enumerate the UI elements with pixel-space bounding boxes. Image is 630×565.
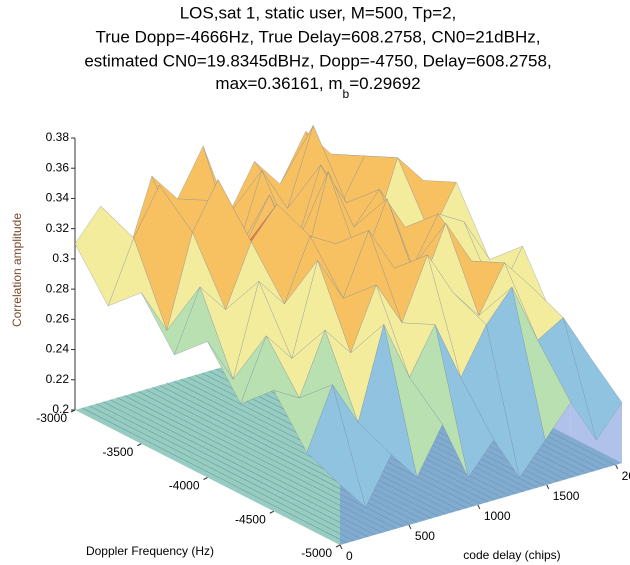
z-tick-label: 0.22: [46, 372, 70, 386]
floor-line: [110, 399, 376, 536]
z-tick-label: 0.24: [46, 342, 70, 356]
y-tick-label: -5000: [301, 546, 332, 560]
y-axis-label: Doppler Frequency (Hz): [86, 544, 214, 558]
z-tick-label: 0.36: [46, 160, 70, 174]
z-tick-label: 0.28: [46, 281, 70, 295]
title-sub: b: [343, 87, 350, 101]
surface-skirt: [391, 454, 417, 531]
title-line: estimated CN0=19.8345dBHz, Dopp=-4750, D…: [84, 51, 551, 70]
floor-line: [103, 401, 369, 538]
floor-line: [96, 403, 362, 540]
title-line: LOS,sat 1, static user, M=500, Tp=2,: [180, 3, 457, 22]
x-tick-label: 1000: [484, 509, 511, 523]
x-tick: [477, 504, 481, 510]
y-tick-label: -4500: [235, 512, 266, 526]
y-tick: [137, 443, 142, 447]
z-tick-label: 0.26: [46, 312, 70, 326]
surface-skirt: [519, 440, 546, 493]
x-tick: [615, 464, 619, 470]
surface-skirt: [545, 402, 571, 486]
x-tick-label: 0: [346, 549, 353, 563]
title-line: max=0.36161, mb=0.29692: [215, 74, 420, 101]
surface-skirt: [468, 439, 494, 508]
y-tick: [203, 477, 208, 480]
surface-skirt: [570, 402, 597, 478]
floor-line: [88, 405, 355, 542]
y-tick: [70, 409, 76, 413]
x-tick-label: 500: [415, 529, 435, 543]
surface-skirt: [416, 424, 443, 523]
z-tick-label: 0.2: [52, 402, 69, 416]
z-tick-label: 0.34: [46, 191, 70, 205]
title-line: True Dopp=-4666Hz, True Delay=608.2758, …: [96, 27, 541, 46]
x-tick: [339, 544, 343, 550]
floor-line: [81, 407, 348, 544]
x-tick-label: 2000: [622, 469, 630, 483]
z-tick-label: 0.3: [52, 251, 69, 265]
title-part: =0.29692: [349, 74, 420, 93]
y-tick-label: -3500: [103, 445, 134, 459]
floor-line: [117, 397, 383, 533]
x-tick: [408, 524, 412, 530]
surface-skirt: [493, 439, 520, 501]
surface-skirt: [340, 484, 366, 545]
surface-skirt: [442, 424, 469, 516]
surface-skirt: [365, 454, 392, 538]
x-tick-label: 1500: [553, 489, 580, 503]
z-tick-label: 0.32: [46, 221, 70, 235]
x-axis-label: code delay (chips): [463, 548, 560, 562]
surface-skirt: [596, 402, 622, 471]
title-part: max=0.36161, m: [215, 74, 342, 93]
z-tick-label: 0.38: [46, 130, 70, 144]
y-tick: [269, 510, 274, 514]
z-axis-label: Correlation amplitude: [10, 213, 24, 327]
x-tick: [546, 484, 550, 490]
y-tick-label: -4000: [169, 479, 200, 493]
y-tick: [335, 544, 341, 548]
y-tick-label: -3000: [36, 411, 67, 425]
plot: 0.2 0.22 0.24 0.26 0.28 0.3 0.32 0.34 0.36 0.38 -3…: [36, 125, 630, 563]
